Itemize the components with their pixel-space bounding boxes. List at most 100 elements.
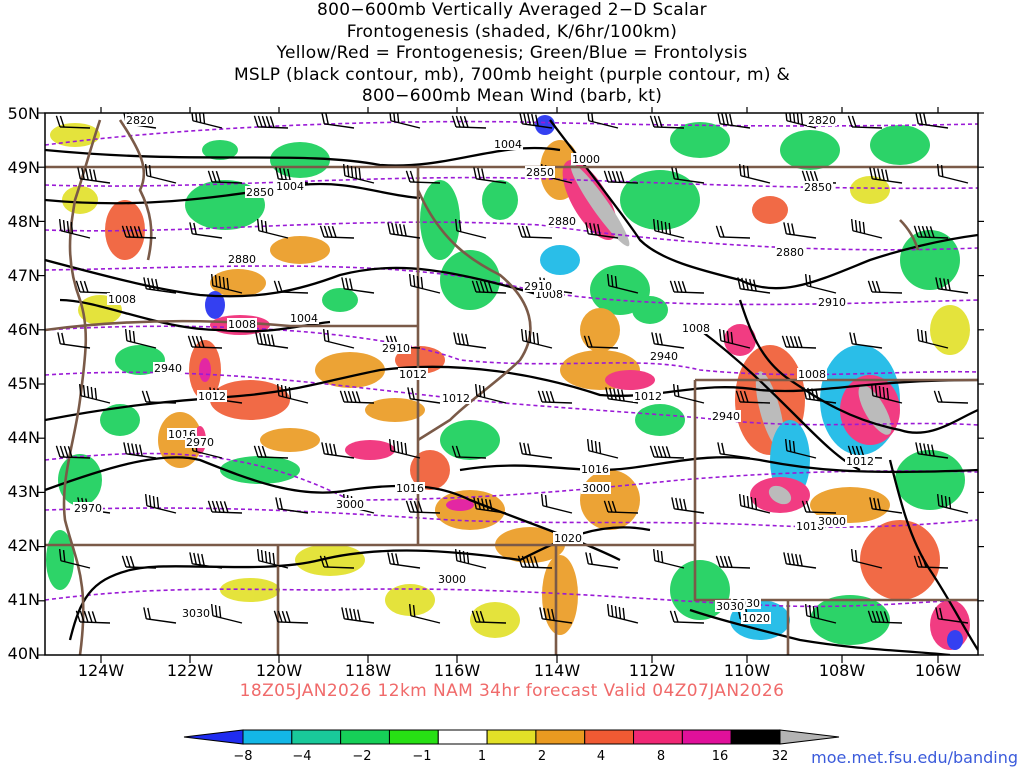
- wind-barb-icon: [715, 225, 751, 239]
- wind-barb-icon: [78, 384, 111, 404]
- pressure-contour-label: 1008: [228, 318, 256, 331]
- height-contour-label: 3000: [438, 573, 466, 586]
- triangle-left-icon: [183, 729, 244, 745]
- wind-barb-icon: [57, 332, 91, 349]
- lon-label: 112W: [629, 661, 676, 680]
- height-contour-label: 2880: [228, 253, 256, 266]
- wind-barb-icon: [738, 494, 771, 514]
- wind-barb-icon: [669, 280, 705, 294]
- wind-barb-icon: [75, 610, 111, 624]
- height-contour-label: 2910: [382, 342, 410, 355]
- wind-barb-icon: [935, 607, 969, 624]
- wind-barb-icon: [540, 494, 573, 514]
- wind-barb-icon: [273, 610, 309, 624]
- contour-label-background: [245, 186, 275, 198]
- lon-label: 110W: [724, 661, 771, 680]
- colorbar-label: −4: [292, 749, 311, 764]
- colorbar-swatch: [681, 729, 732, 745]
- wind-barb-icon: [651, 332, 685, 349]
- pressure-contour-label: 1008: [798, 368, 826, 381]
- wind-barb-icon: [58, 549, 91, 569]
- contour-label-background: [227, 253, 257, 265]
- lat-label: 40N: [8, 644, 40, 663]
- boundaries: [45, 119, 978, 655]
- lat-label: 41N: [8, 590, 40, 609]
- height-contour-label: 2940: [650, 350, 678, 363]
- height-contour-label: 2970: [74, 502, 102, 515]
- wind-barb-icon: [58, 219, 91, 239]
- wind-barb-icon: [123, 442, 157, 459]
- wind-barb-icon: [913, 225, 949, 239]
- contour-label-background: [807, 114, 837, 126]
- wind-barb-icon: [255, 332, 289, 349]
- pressure-contour-label: 1000: [572, 153, 600, 166]
- wind-barb-icon: [537, 390, 573, 404]
- wind-barb-icon: [471, 610, 507, 624]
- wind-barb-icon: [850, 219, 883, 239]
- colorbar-swatch: [486, 729, 537, 745]
- wind-barb-icon: [916, 329, 949, 349]
- wind-barb-icon: [342, 164, 375, 184]
- wind-barb-icon: [585, 552, 619, 569]
- contour-label-background: [817, 296, 847, 308]
- height-contour-label: 3000: [818, 515, 846, 528]
- wind-barb-icon: [321, 442, 355, 459]
- wind-barb-icon: [207, 170, 243, 184]
- contour-label-background: [681, 322, 711, 334]
- contour-label-background: [581, 482, 611, 494]
- wind-barb-icon: [453, 332, 487, 349]
- wind-barb-icon: [603, 500, 639, 514]
- wind-barb-icon: [405, 500, 441, 514]
- lat-label: 44N: [8, 428, 40, 447]
- title-line-2: Frontogenesis (shaded, K/6hr/100km): [346, 21, 678, 42]
- colorbar-swatch: [730, 729, 781, 745]
- wind-barb-icon: [586, 113, 619, 129]
- wind-barb-icon: [718, 329, 751, 349]
- wind-barb-icon: [804, 604, 837, 624]
- wind-barb-icon: [715, 555, 751, 569]
- pressure-contour-label: 1016: [581, 463, 609, 476]
- pressure-contour-label: 1008: [682, 322, 710, 335]
- wind-barb-icon: [784, 439, 817, 459]
- contour-label-background: [580, 463, 610, 475]
- height-contour-label: 2910: [818, 296, 846, 309]
- contour-label-background: [775, 246, 805, 258]
- wind-barb-icon: [935, 277, 969, 294]
- wind-barb-icon: [913, 555, 949, 569]
- wind-barb-icon: [121, 555, 157, 569]
- colorbar-swatch: [633, 729, 683, 745]
- contour-label-background: [398, 368, 428, 380]
- lon-label: 116W: [434, 661, 481, 680]
- contour-label-background: [741, 612, 771, 624]
- wind-barb-icon: [850, 549, 883, 569]
- contour-label-background: [649, 350, 679, 362]
- pressure-contour-label: 1012: [399, 368, 427, 381]
- lat-label: 43N: [8, 482, 40, 501]
- colorbar-swatch: [535, 729, 586, 745]
- wind-barb-icon: [936, 164, 969, 184]
- lat-label: 42N: [8, 536, 40, 555]
- contour-label-background: [525, 166, 555, 178]
- wind-barb-icon: [339, 390, 375, 404]
- wind-barb-icon: [341, 277, 375, 294]
- wind-barb-icon: [207, 500, 243, 514]
- wind-barb-icon: [585, 222, 619, 239]
- wind-barb-icon: [649, 445, 685, 459]
- wind-barb-icon: [454, 219, 487, 239]
- pressure-contour-label: 1020: [554, 532, 582, 545]
- wind-barb-icon: [606, 274, 639, 294]
- height-contour-label: 3000: [336, 498, 364, 511]
- height-contour-label: 2940: [154, 362, 182, 375]
- credit-link[interactable]: moe.met.fsu.edu/banding: [811, 748, 1018, 767]
- colorbar-swatch: [388, 729, 439, 745]
- wind-barb-icon: [474, 384, 507, 404]
- colorbar-swatch: [242, 729, 293, 745]
- wind-barb-icon: [210, 274, 243, 294]
- pressure-contour-label: 1012: [846, 455, 874, 468]
- axis-ticks: [37, 107, 984, 663]
- wind-barb-icon: [517, 225, 553, 239]
- wind-barb-icon: [606, 604, 639, 624]
- lon-label: 114W: [534, 661, 581, 680]
- wind-barb-icon: [143, 607, 177, 624]
- colorbar-swatch: [340, 729, 390, 745]
